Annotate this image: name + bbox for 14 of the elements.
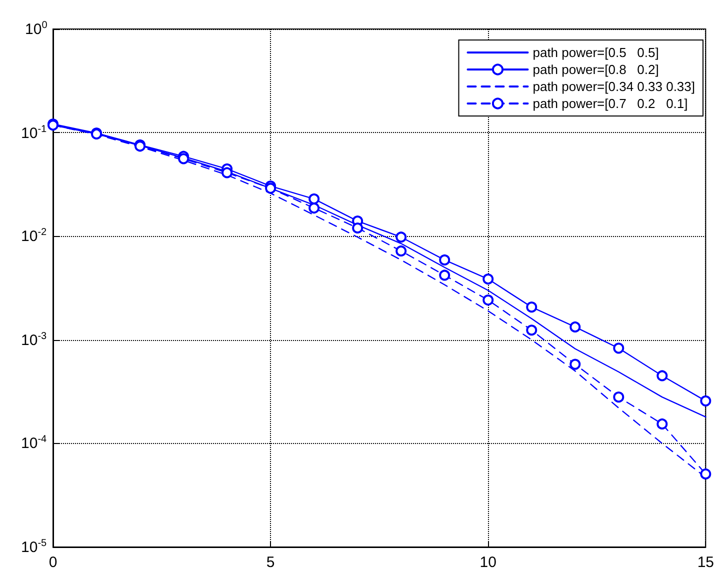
x-tick-label: 5 bbox=[266, 554, 275, 571]
y-tick-label: 10$^{-5}$ bbox=[21, 538, 47, 556]
legend-label: path power=[0.5 0.5] bbox=[532, 45, 659, 60]
y-tick-label: 10$^{-3}$ bbox=[21, 330, 47, 349]
y-tick-label: 10$^{0}$ bbox=[25, 20, 48, 38]
x-tick-label: 10 bbox=[480, 554, 496, 571]
x-tick-label: 0 bbox=[48, 554, 58, 571]
legend-label: path power=[0.8 0.2] bbox=[532, 62, 659, 77]
x-tick-label: 15 bbox=[697, 554, 714, 571]
legend-label: path power=[0.34 0.33 0.33] bbox=[532, 79, 695, 94]
legend-label: path power=[0.7 0.2 0.1] bbox=[532, 96, 688, 111]
y-tick-label: 10$^{-2}$ bbox=[21, 227, 47, 246]
y-tick-label: 10$^{-1}$ bbox=[21, 124, 47, 142]
y-tick-label: 10$^{-4}$ bbox=[21, 434, 47, 452]
